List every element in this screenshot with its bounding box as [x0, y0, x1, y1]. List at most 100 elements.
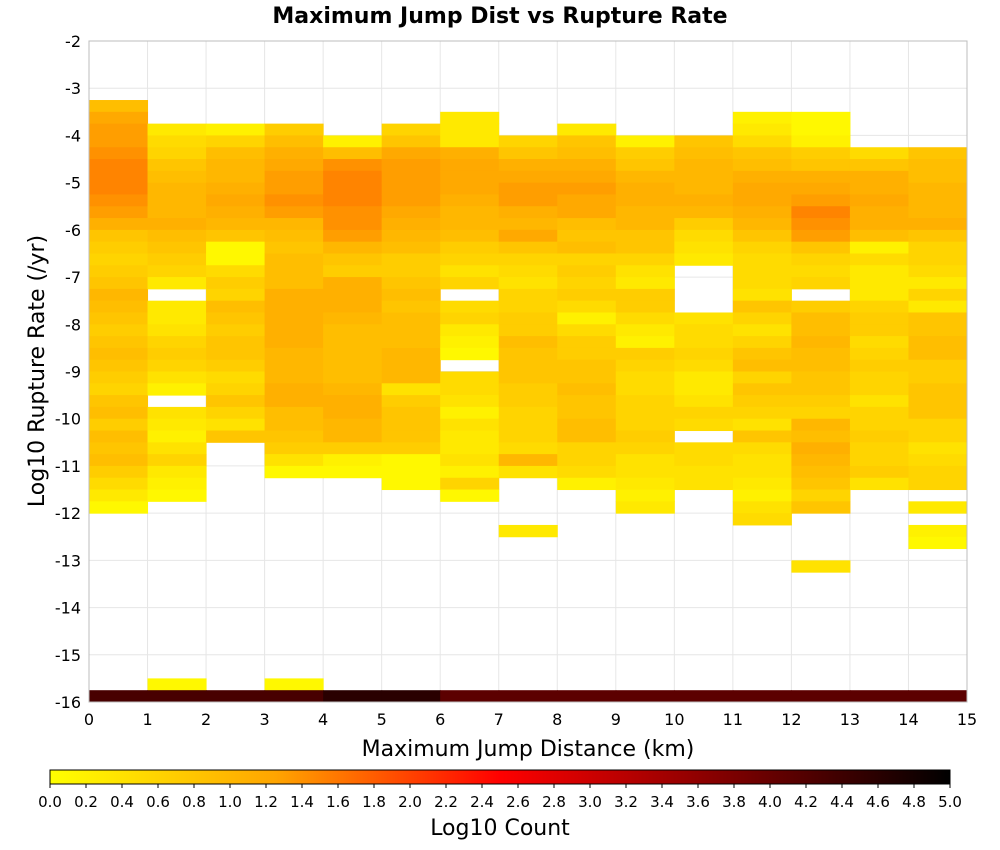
colorbar-tick-label: 1.0	[218, 793, 242, 811]
heatmap-cell	[498, 324, 558, 337]
y-tick-label: -16	[55, 693, 81, 712]
colorbar-tick-label: 1.4	[290, 793, 314, 811]
heatmap-cell	[732, 300, 792, 313]
heatmap-cell	[557, 395, 617, 408]
colorbar-tick-label: 3.6	[686, 793, 710, 811]
heatmap-cell	[323, 406, 383, 420]
heatmap-cell	[381, 347, 441, 361]
heatmap-cell	[908, 418, 968, 432]
heatmap-cell	[732, 159, 792, 172]
heatmap-cell	[791, 383, 851, 396]
heatmap-cell	[89, 336, 149, 349]
heatmap-cell	[264, 454, 324, 467]
heatmap-cell	[381, 229, 441, 243]
heatmap-cell	[147, 371, 207, 384]
heatmap-cell	[381, 430, 441, 443]
heatmap-cell	[147, 206, 207, 219]
heatmap-cell	[498, 371, 558, 384]
heatmap-cell	[323, 170, 383, 184]
heatmap-cell	[147, 135, 207, 148]
heatmap-cell	[908, 383, 968, 396]
heatmap-cell	[849, 229, 909, 243]
y-axis-title: Log10 Rupture Rate (/yr)	[25, 235, 50, 507]
heatmap-cell	[89, 690, 149, 703]
heatmap-cell	[615, 454, 675, 467]
heatmap-cell	[147, 194, 207, 207]
x-tick-label: 0	[84, 710, 94, 729]
heatmap-cell	[498, 430, 558, 443]
heatmap-cell	[89, 501, 149, 514]
heatmap-cell	[615, 324, 675, 337]
heatmap-cell	[615, 359, 675, 372]
heatmap-cell	[264, 383, 324, 396]
heatmap-cell	[381, 300, 441, 313]
heatmap-cell	[674, 147, 734, 160]
heatmap-cell	[323, 371, 383, 384]
heatmap-cell	[498, 454, 558, 467]
heatmap-cell	[440, 300, 500, 313]
heatmap-cell	[732, 501, 792, 514]
heatmap-cell	[908, 371, 968, 384]
heatmap-cell	[206, 218, 266, 231]
heatmap-cell	[732, 371, 792, 384]
heatmap-cell	[323, 253, 383, 266]
heatmap-cell	[381, 277, 441, 290]
heatmap-cell	[615, 347, 675, 361]
heatmap-cell	[732, 229, 792, 243]
heatmap-cell	[264, 371, 324, 384]
heatmap-cell	[381, 371, 441, 384]
heatmap-cell	[732, 111, 792, 125]
heatmap-cell	[147, 442, 207, 455]
heatmap-cell	[381, 312, 441, 325]
heatmap-cell	[206, 430, 266, 443]
colorbar-tick-label: 2.0	[398, 793, 422, 811]
heatmap-cell	[791, 347, 851, 361]
colorbar-tick-label: 3.2	[614, 793, 638, 811]
heatmap-cell	[323, 241, 383, 254]
heatmap-cell	[206, 312, 266, 325]
heatmap-cell	[381, 477, 441, 491]
heatmap-cell	[147, 418, 207, 432]
y-axis-ticks: -2 -3 -4 -5 -6 -7 -8 -9 -10 -11 -12 -13 -14 -15 -16	[55, 32, 81, 712]
heatmap-cell	[791, 371, 851, 384]
heatmap-cell	[498, 170, 558, 184]
heatmap-cell	[264, 324, 324, 337]
heatmap-cell	[264, 690, 324, 703]
heatmap-cell	[791, 241, 851, 254]
heatmap-cell	[381, 265, 441, 278]
heatmap-cell	[849, 300, 909, 313]
heatmap-cell	[908, 324, 968, 337]
heatmap-cell	[206, 229, 266, 243]
heatmap-cell	[732, 218, 792, 231]
heatmap-cell	[440, 229, 500, 243]
heatmap-cell	[557, 312, 617, 325]
heatmap-cell	[89, 265, 149, 278]
colorbar-tick-label: 4.6	[866, 793, 890, 811]
heatmap-cell	[498, 383, 558, 396]
heatmap-cells	[89, 100, 968, 703]
heatmap-cell	[264, 406, 324, 420]
heatmap-cell	[440, 182, 500, 195]
heatmap-cell	[791, 277, 851, 290]
heatmap-cell	[147, 359, 207, 372]
heatmap-cell	[206, 194, 266, 207]
x-tick-label: 1	[142, 710, 152, 729]
heatmap-cell	[89, 135, 149, 148]
heatmap-cell	[849, 265, 909, 278]
heatmap-cell	[615, 312, 675, 325]
heatmap-cell	[557, 383, 617, 396]
heatmap-cell	[147, 123, 207, 136]
heatmap-cell	[615, 194, 675, 207]
heatmap-cell	[323, 336, 383, 349]
heatmap-cell	[557, 442, 617, 455]
heatmap-cell	[440, 218, 500, 231]
heatmap-cell	[908, 690, 968, 703]
colorbar	[49, 769, 951, 785]
heatmap-cell	[147, 406, 207, 420]
heatmap-cell	[323, 229, 383, 243]
heatmap-cell	[89, 123, 149, 136]
heatmap-cell	[732, 277, 792, 290]
heatmap-cell	[732, 454, 792, 467]
heatmap-cell	[615, 218, 675, 231]
